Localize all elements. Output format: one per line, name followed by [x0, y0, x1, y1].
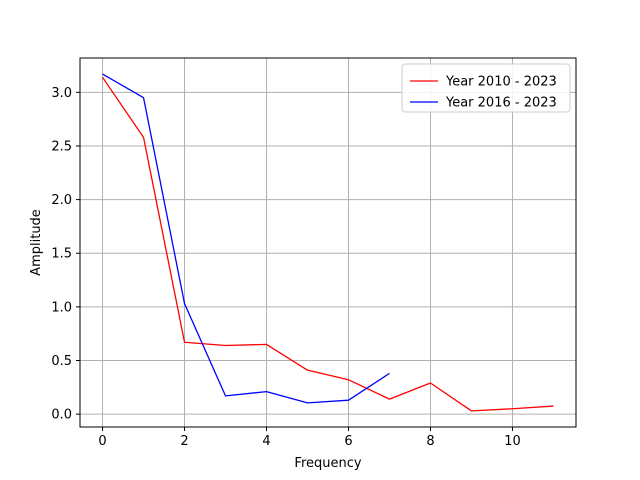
x-tick-label: 10 [504, 434, 521, 449]
x-axis-ticks: 0 2 4 6 8 10 [98, 427, 521, 449]
y-tick-label: 1.0 [51, 300, 72, 315]
legend: Year 2010 - 2023 Year 2016 - 2023 [401, 63, 571, 113]
legend-entry-label: Year 2010 - 2023 [445, 75, 557, 90]
y-tick-label: 0.5 [51, 354, 72, 369]
x-tick-label: 8 [426, 434, 434, 449]
x-tick-label: 6 [344, 434, 352, 449]
y-axis-label: Amplitude [29, 209, 44, 276]
y-tick-label: 3.0 [51, 86, 72, 101]
y-axis-ticks: 0.0 0.5 1.0 1.5 2.0 2.5 3.0 [51, 86, 80, 423]
series-lines [102, 73, 554, 412]
y-tick-label: 0.0 [51, 408, 72, 423]
series-line-2 [102, 73, 390, 404]
legend-entry-label: Year 2016 - 2023 [445, 96, 557, 111]
grid [80, 58, 576, 427]
x-tick-label: 4 [262, 434, 270, 449]
y-tick-label: 2.5 [51, 139, 72, 154]
x-tick-label: 2 [180, 434, 188, 449]
y-tick-label: 1.5 [51, 247, 72, 262]
x-tick-label: 0 [98, 434, 106, 449]
x-axis-label: Frequency [294, 456, 361, 471]
y-tick-label: 2.0 [51, 193, 72, 208]
plot-frame [79, 57, 577, 428]
series-line-1 [102, 76, 554, 412]
legend-box [401, 63, 571, 113]
